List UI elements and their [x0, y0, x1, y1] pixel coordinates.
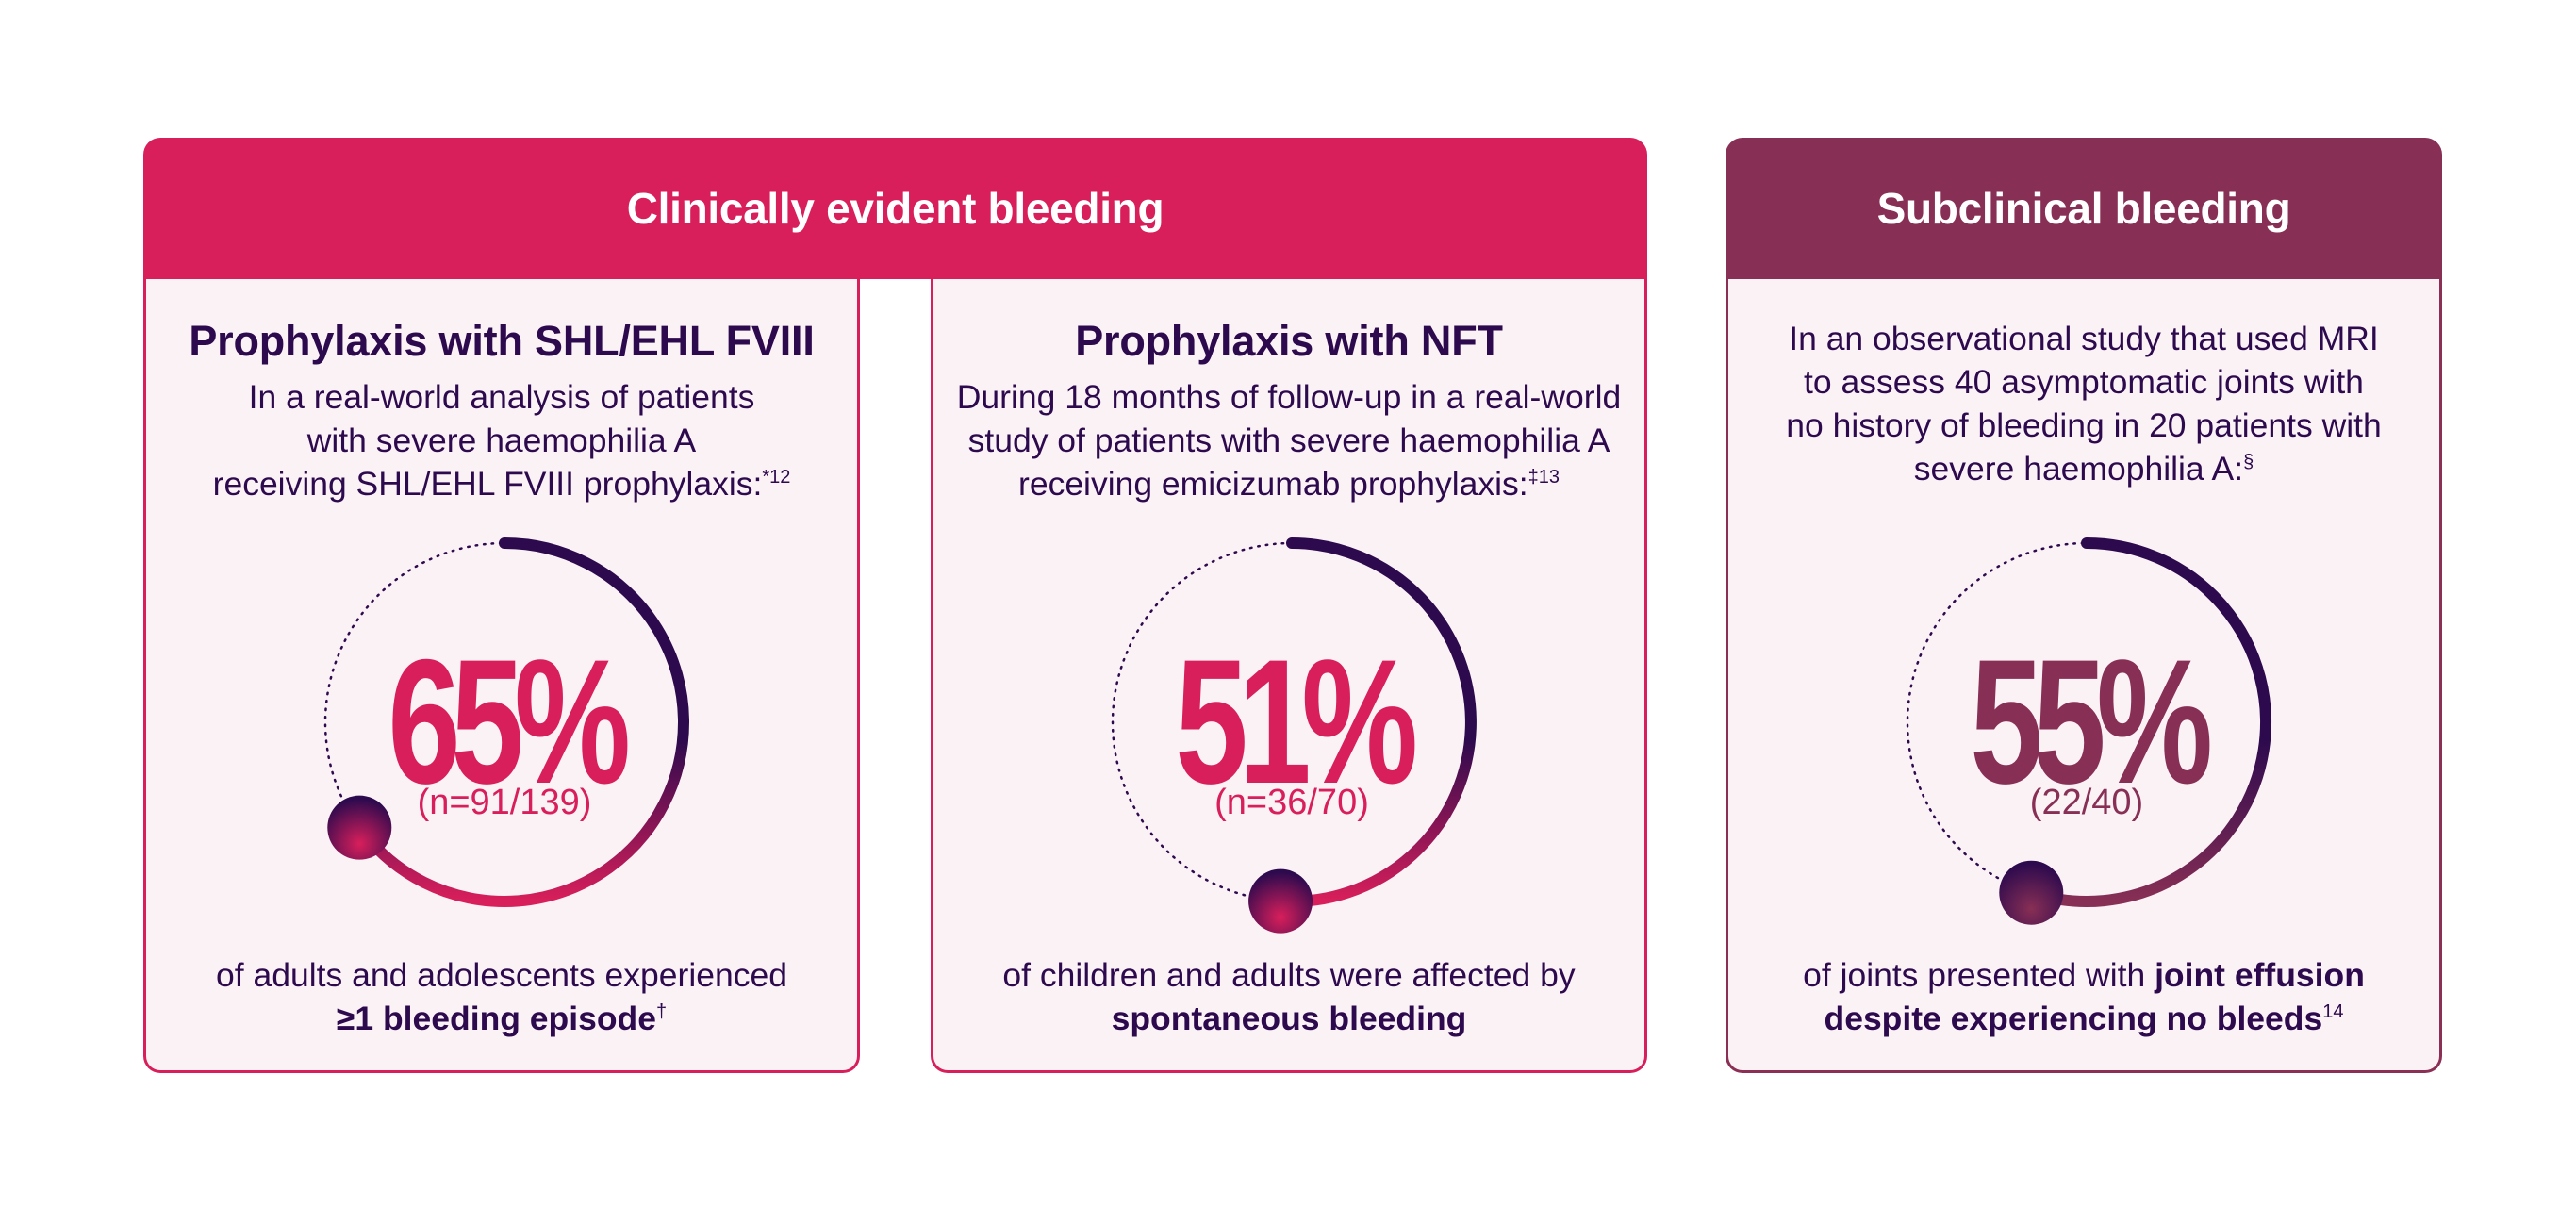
caption-bold: despite experiencing no bleeds	[1824, 1000, 2323, 1037]
subclinical-banner-label: Subclinical bleeding	[1876, 184, 2291, 233]
desc-line-text: receiving SHL/EHL FVIII prophylaxis:	[212, 465, 763, 503]
radial-progress-chart	[1111, 537, 1477, 934]
panel-description: In a real-world analysis of patients wit…	[146, 375, 857, 505]
percent-value: 55%	[1970, 622, 2213, 820]
desc-line: to assess 40 asymptomatic joints with	[1804, 363, 2364, 401]
panel-description: In an observational study that used MRI …	[1728, 317, 2439, 490]
desc-line: During 18 months of follow-up in a real-…	[956, 378, 1622, 416]
ring-end-marker	[327, 795, 392, 860]
ring-remainder	[323, 541, 504, 818]
sample-size: (22/40)	[2029, 783, 2144, 822]
caption-line: of joints presented with joint effusion	[1728, 953, 2439, 997]
ring-remainder	[1906, 541, 2087, 890]
desc-line: with severe haemophilia A	[306, 422, 697, 459]
panel-nft: Prophylaxis with NFT During 18 months of…	[931, 279, 1647, 1073]
caption-bold: ≥1 bleeding episode	[336, 1000, 656, 1037]
panel-caption: of adults and adolescents experienced ≥1…	[146, 953, 857, 1040]
clinical-banner: Clinically evident bleeding	[143, 138, 1647, 279]
caption-bold: joint effusion	[2155, 956, 2365, 994]
caption-line: of adults and adolescents experienced	[216, 956, 787, 994]
subclinical-banner: Subclinical bleeding	[1726, 138, 2442, 279]
footnote-marker: *12	[762, 467, 791, 488]
ring-remainder	[1111, 541, 1292, 901]
footnote-marker: ‡13	[1527, 467, 1560, 488]
footnote-marker: §	[2243, 452, 2254, 473]
caption-plain: of joints presented with	[1803, 956, 2155, 994]
desc-line: receiving emicizumab prophylaxis:‡13	[933, 462, 1644, 505]
clinical-banner-label: Clinically evident bleeding	[626, 184, 1164, 233]
desc-line-text: severe haemophilia A:	[1913, 450, 2244, 488]
desc-line: no history of bleeding in 20 patients wi…	[1786, 406, 2382, 444]
panel-subclinical: In an observational study that used MRI …	[1726, 279, 2442, 1073]
panel-shl-ehl: Prophylaxis with SHL/EHL FVIII In a real…	[143, 279, 860, 1073]
percent-value: 65%	[388, 622, 631, 820]
desc-line: receiving SHL/EHL FVIII prophylaxis:*12	[146, 462, 857, 505]
panel-title: Prophylaxis with NFT	[1075, 317, 1503, 365]
desc-line: In a real-world analysis of patients	[248, 378, 755, 416]
desc-line-text: receiving emicizumab prophylaxis:	[1018, 465, 1528, 503]
radial-progress-chart	[1906, 537, 2271, 925]
caption-line: spontaneous bleeding	[933, 997, 1644, 1040]
ring-end-marker	[1248, 868, 1313, 934]
caption-line: despite experiencing no bleeds14	[1728, 997, 2439, 1040]
desc-line: severe haemophilia A:§	[1728, 447, 2439, 490]
percent-value: 51%	[1175, 622, 1418, 820]
panel-description: During 18 months of follow-up in a real-…	[933, 375, 1644, 505]
ring-progress-arc	[2025, 537, 2271, 907]
caption-bold: spontaneous bleeding	[1111, 1000, 1467, 1037]
caption-line: ≥1 bleeding episode†	[146, 997, 857, 1040]
footnote-marker: 14	[2322, 1001, 2344, 1023]
sample-size: (n=91/139)	[417, 783, 592, 822]
caption-line: of children and adults were affected by	[1002, 956, 1576, 994]
desc-line: In an observational study that used MRI	[1789, 320, 2379, 357]
ring-end-marker	[1999, 860, 2064, 925]
footnote-marker: †	[655, 1001, 668, 1023]
sample-size: (n=36/70)	[1214, 783, 1369, 822]
ring-progress-arc	[1275, 537, 1477, 907]
ring-progress-arc	[354, 537, 689, 907]
radial-progress-chart	[323, 537, 689, 907]
panel-title: Prophylaxis with SHL/EHL FVIII	[189, 317, 815, 365]
panel-caption: of joints presented with joint effusion …	[1728, 953, 2439, 1040]
panel-caption: of children and adults were affected by …	[933, 953, 1644, 1040]
desc-line: study of patients with severe haemophili…	[967, 422, 1610, 459]
